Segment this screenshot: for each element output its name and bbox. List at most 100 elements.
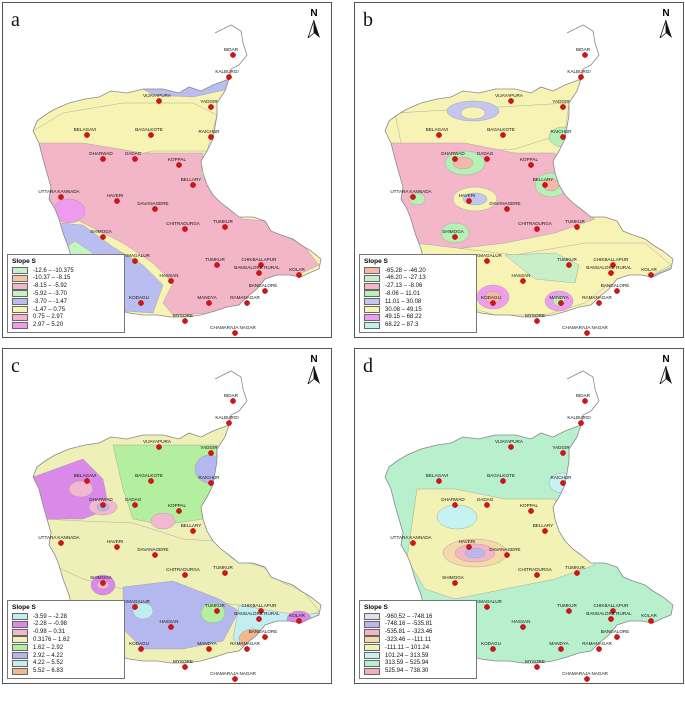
station-marker bbox=[596, 646, 602, 652]
district-label: KALBURGI bbox=[567, 69, 590, 74]
station-marker bbox=[520, 624, 526, 630]
district-label: RAMANAGAR bbox=[582, 641, 612, 646]
legend-swatch bbox=[12, 267, 28, 275]
district-label: KOLAR bbox=[289, 613, 305, 618]
legend-label: -748.16 – -535.81 bbox=[385, 621, 433, 628]
district-label: HAVERI bbox=[107, 539, 124, 544]
contour-zone bbox=[504, 252, 580, 284]
station-marker bbox=[296, 272, 302, 278]
legend-label: 1.62 – 2.92 bbox=[33, 644, 64, 651]
state-outline bbox=[384, 370, 674, 664]
station-marker bbox=[152, 552, 158, 558]
district-label: CHIKMAGALUR bbox=[468, 253, 502, 258]
legend-row: -960.52 – -748.16 bbox=[364, 613, 472, 621]
district-label: SHIMOGA bbox=[90, 575, 113, 580]
station-marker bbox=[614, 288, 620, 294]
legend-swatch bbox=[12, 620, 28, 628]
legend-row: 0.3176 – 1.62 bbox=[12, 636, 120, 644]
district-label: MYSORE bbox=[173, 659, 193, 664]
contour-zone bbox=[200, 602, 226, 624]
station-marker bbox=[528, 508, 534, 514]
station-marker bbox=[466, 198, 472, 204]
station-marker bbox=[558, 646, 564, 652]
contour-zone bbox=[464, 547, 486, 559]
district-label: BELAGAVI bbox=[426, 473, 448, 478]
station-marker bbox=[508, 444, 514, 450]
legend-label: -323.46 – -111.11 bbox=[385, 636, 432, 643]
district-label: CHIKMAGALUR bbox=[116, 599, 150, 604]
district-label: MANDYA bbox=[197, 295, 217, 300]
district-label: YADGIR bbox=[200, 445, 218, 450]
legend-label: 4.22 – 5.52 bbox=[33, 660, 64, 667]
station-marker bbox=[534, 572, 540, 578]
district-label: MYSORE bbox=[525, 659, 545, 664]
district-label: RAICHUR bbox=[199, 129, 221, 134]
district-label: GADAG bbox=[477, 151, 494, 156]
station-marker bbox=[232, 330, 238, 336]
legend-swatch bbox=[12, 652, 28, 659]
station-marker bbox=[500, 478, 506, 484]
station-marker bbox=[214, 262, 220, 268]
station-marker bbox=[500, 132, 506, 138]
district-label: MANDYA bbox=[549, 641, 569, 646]
contour-zone bbox=[150, 512, 176, 530]
station-marker bbox=[648, 618, 654, 624]
map-panel-a: BIDAR KALBURGI VIJAYAPURA YADGIR BELAGAVI BAG… bbox=[2, 2, 332, 338]
station-marker bbox=[542, 182, 548, 188]
legend-swatch bbox=[364, 667, 380, 675]
legend-row: 2.97 – 5.20 bbox=[12, 321, 120, 329]
legend-row: -323.46 – -111.11 bbox=[364, 636, 472, 644]
station-marker bbox=[484, 258, 490, 264]
legend-label: -8.15 – -5.92 bbox=[33, 283, 68, 290]
legend-row: -12.6 – -10.375 bbox=[12, 267, 120, 275]
district-label: BIDAR bbox=[576, 393, 591, 398]
district-label: CHITRADURGA bbox=[518, 221, 553, 226]
district-label: HAVERI bbox=[459, 193, 476, 198]
station-marker bbox=[574, 570, 580, 576]
district-label: CHAMARAJA NAGAR bbox=[562, 325, 608, 330]
district-label: UTTARA KANNADA bbox=[390, 189, 432, 194]
district-label: KOLAR bbox=[641, 267, 657, 272]
station-marker bbox=[296, 618, 302, 624]
station-marker bbox=[490, 646, 496, 652]
district-label: HASSAN bbox=[512, 619, 531, 624]
legend-swatch bbox=[364, 298, 380, 306]
station-marker bbox=[132, 156, 138, 162]
legend-swatch bbox=[12, 659, 28, 667]
district-label: BAGALKOTE bbox=[487, 127, 515, 132]
district-label: DHARWAD bbox=[441, 151, 465, 156]
station-marker bbox=[244, 300, 250, 306]
station-marker bbox=[182, 664, 188, 670]
station-marker bbox=[490, 300, 496, 306]
legend-label: -65.28 – -46.20 bbox=[385, 267, 426, 274]
legend-row: -8.06 – 11.01 bbox=[364, 290, 472, 298]
legend-title: Slope S bbox=[12, 257, 36, 265]
station-marker bbox=[190, 528, 196, 534]
legend-swatch bbox=[12, 613, 28, 621]
district-label: DHARWAD bbox=[89, 497, 113, 502]
legend: Slope S -960.52 – -748.16 -748.16 – -535.8… bbox=[359, 599, 477, 679]
station-marker bbox=[452, 502, 458, 508]
station-marker bbox=[504, 206, 510, 212]
legend-row: -3.59 – -2.28 bbox=[12, 613, 120, 621]
station-marker bbox=[222, 570, 228, 576]
contour-zone bbox=[122, 580, 240, 650]
district-label: BELLARY bbox=[181, 177, 202, 182]
district-label: BANGALORE bbox=[249, 629, 278, 634]
district-label: SHIMOGA bbox=[442, 575, 465, 580]
legend: Slope S -3.59 – -2.28 -2.28 – -0.98 -0.98 –… bbox=[7, 599, 125, 679]
station-marker bbox=[152, 206, 158, 212]
station-marker bbox=[168, 624, 174, 630]
district-label: RAMANAGAR bbox=[230, 295, 260, 300]
legend-row: -535.81 – -323.46 bbox=[364, 628, 472, 636]
legend-label: -5.92 – -3.70 bbox=[33, 290, 68, 297]
legend-label: -2.28 – -0.98 bbox=[33, 621, 68, 628]
station-marker bbox=[574, 224, 580, 230]
legend-swatch bbox=[12, 644, 28, 652]
legend-swatch bbox=[12, 628, 28, 636]
district-label: UTTARA KANNADA bbox=[38, 535, 80, 540]
legend-label: 313.59 – 525.94 bbox=[385, 660, 429, 667]
legend-label: -960.52 – -748.16 bbox=[385, 613, 433, 620]
legend-label: -10.37 – -8.15 bbox=[33, 275, 71, 282]
district-label: TUMKUR bbox=[565, 565, 585, 570]
